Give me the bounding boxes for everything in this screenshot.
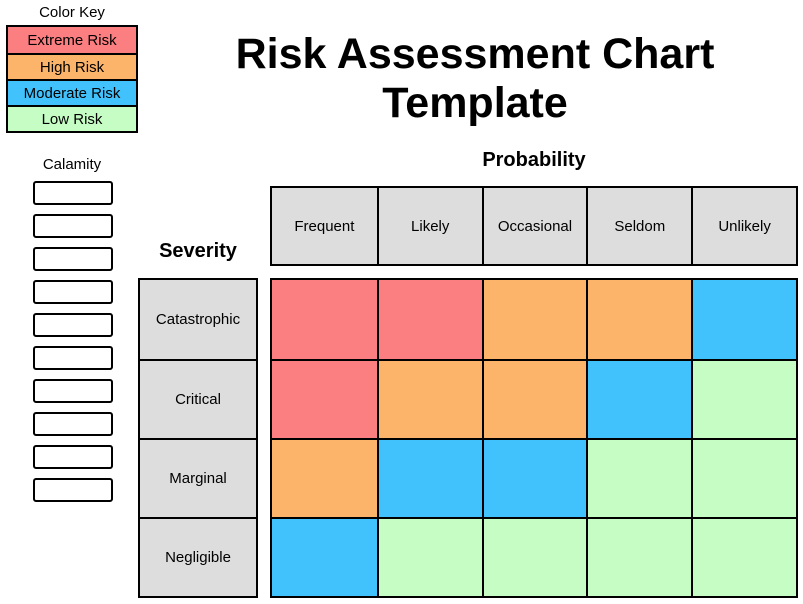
calamity-box-4[interactable] [33,280,113,304]
calamity-box-2[interactable] [33,214,113,238]
severity-label: Severity [159,240,237,262]
risk-matrix [270,278,798,598]
calamity-box-list [33,181,113,511]
page-title-line-1: Risk Assessment Chart [235,30,715,78]
risk-cell-marginal-frequent [272,438,377,517]
risk-cell-negligible-frequent [272,517,377,596]
risk-cell-negligible-unlikely [691,517,796,596]
severity-row-negligible: Negligible [140,517,256,596]
probability-col-frequent: Frequent [272,188,377,264]
probability-col-likely: Likely [376,188,482,264]
color-key-item-extreme: Extreme Risk [8,27,136,53]
severity-column: Catastrophic Critical Marginal Negligible [138,278,258,598]
color-key-title: Color Key [39,4,105,21]
calamity-box-3[interactable] [33,247,113,271]
risk-cell-marginal-unlikely [691,438,796,517]
probability-col-seldom: Seldom [586,188,692,264]
risk-cell-critical-unlikely [691,359,796,438]
calamity-box-9[interactable] [33,445,113,469]
risk-cell-catastrophic-likely [376,280,482,359]
severity-row-catastrophic: Catastrophic [140,280,256,359]
risk-cell-negligible-seldom [586,517,692,596]
risk-cell-critical-frequent [272,359,377,438]
risk-cell-negligible-occasional [481,517,587,596]
risk-cell-marginal-seldom [586,438,692,517]
calamity-box-8[interactable] [33,412,113,436]
calamity-box-1[interactable] [33,181,113,205]
probability-col-unlikely: Unlikely [691,188,796,264]
page-title-line-2: Template [382,79,568,127]
risk-cell-catastrophic-unlikely [691,280,796,359]
risk-cell-negligible-likely [376,517,482,596]
probability-label: Probability [482,149,586,171]
calamity-box-7[interactable] [33,379,113,403]
calamity-box-5[interactable] [33,313,113,337]
risk-cell-marginal-occasional [481,438,587,517]
risk-cell-critical-seldom [586,359,692,438]
color-key-item-moderate: Moderate Risk [8,79,136,105]
page-title: Risk Assessment Chart Template [150,30,800,128]
calamity-box-6[interactable] [33,346,113,370]
risk-cell-catastrophic-occasional [481,280,587,359]
risk-cell-catastrophic-seldom [586,280,692,359]
calamity-box-10[interactable] [33,478,113,502]
color-key-table: Extreme Risk High Risk Moderate Risk Low Ri… [6,25,138,133]
risk-cell-marginal-likely [376,438,482,517]
probability-col-occasional: Occasional [481,188,587,264]
risk-cell-critical-likely [376,359,482,438]
severity-row-marginal: Marginal [140,438,256,517]
calamity-label: Calamity [42,156,102,173]
risk-cell-critical-occasional [481,359,587,438]
color-key-item-low: Low Risk [8,105,136,131]
risk-cell-catastrophic-frequent [272,280,377,359]
severity-row-critical: Critical [140,359,256,438]
color-key-item-high: High Risk [8,53,136,79]
probability-header-row: Frequent Likely Occasional Seldom Unlikely [270,186,798,266]
